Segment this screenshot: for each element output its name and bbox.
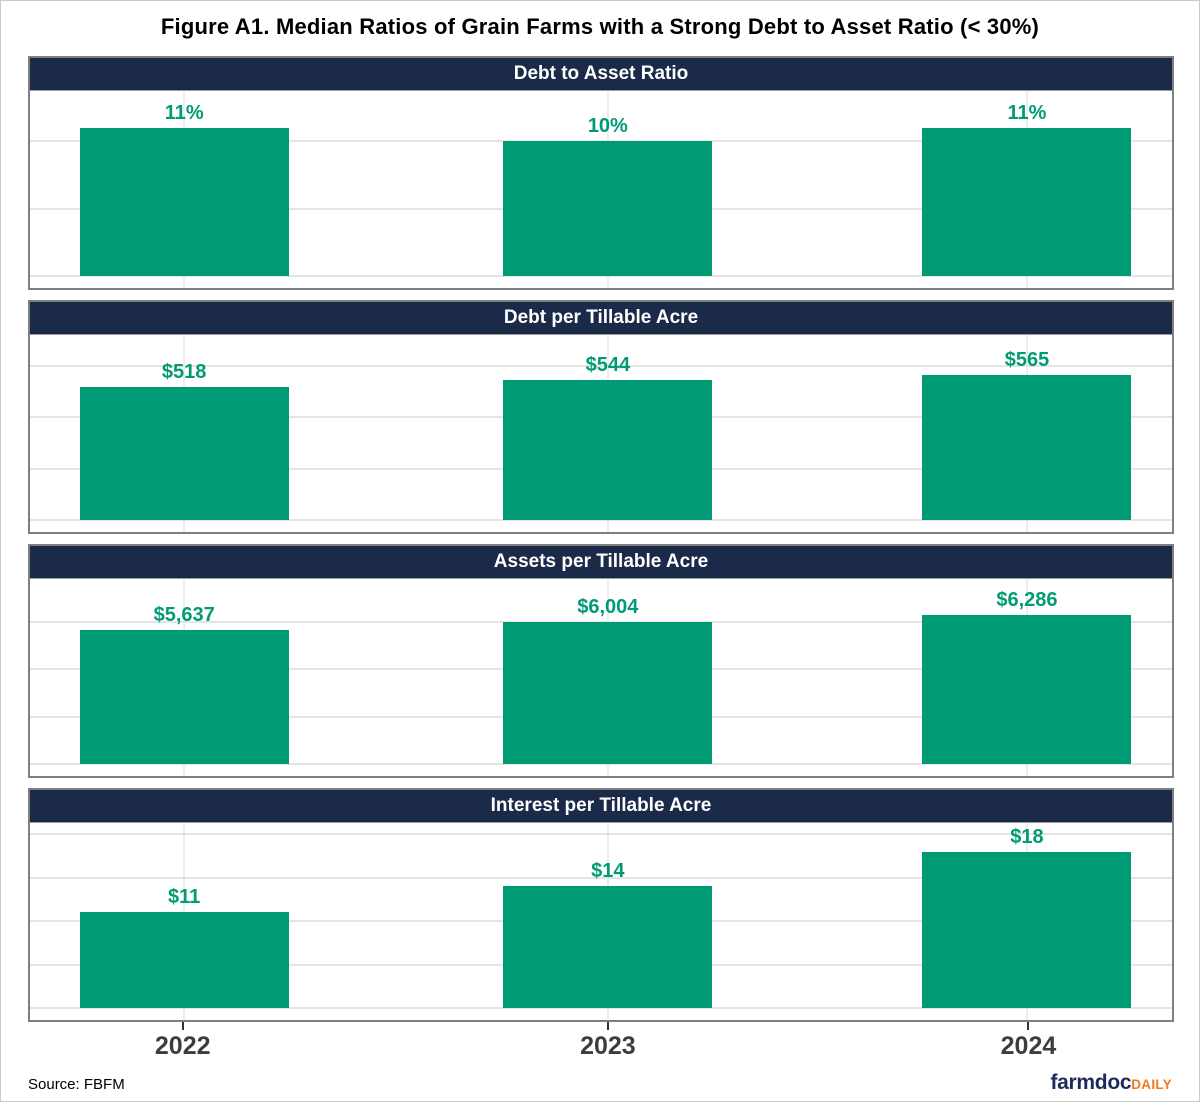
- plot-area-interest-per-tillable-acre: $11 $14 $18: [30, 823, 1172, 1020]
- bar-debt-to-asset-ratio-2024: [922, 128, 1132, 276]
- x-axis-label-2024: 2024: [1000, 1032, 1057, 1060]
- bar-value-label: 10%: [587, 115, 628, 138]
- bar-value-label: $18: [1010, 825, 1044, 848]
- panel-title-debt-per-tillable-acre: Debt per Tillable Acre: [30, 302, 1172, 335]
- bar-interest-per-tillable-acre-2022: [79, 912, 289, 1008]
- x-axis-tick: [606, 1022, 609, 1030]
- panel-assets-per-tillable-acre: Assets per Tillable Acre $5,637 $6,004 $6,2…: [28, 544, 1174, 778]
- farmdoc-daily-logo: farmdoc DAILY: [1050, 1071, 1172, 1095]
- plot-area-debt-per-tillable-acre: $518 $544 $565: [30, 335, 1172, 532]
- x-axis-tick: [181, 1022, 184, 1030]
- zero-gridline: [30, 763, 1172, 765]
- panel-title-interest-per-tillable-acre: Interest per Tillable Acre: [30, 790, 1172, 823]
- source-note: Source: FBFM: [28, 1076, 125, 1093]
- panel-debt-per-tillable-acre: Debt per Tillable Acre $518 $544 $565: [28, 300, 1174, 534]
- x-axis-tick: [1027, 1022, 1030, 1030]
- bar-value-label: $544: [585, 354, 631, 377]
- bar-debt-per-tillable-acre-2022: [79, 386, 289, 520]
- panel-title-assets-per-tillable-acre: Assets per Tillable Acre: [30, 546, 1172, 579]
- x-axis-label-2022: 2022: [154, 1032, 211, 1060]
- plot-area-assets-per-tillable-acre: $5,637 $6,004 $6,286: [30, 579, 1172, 776]
- h-gridline: [30, 833, 1172, 836]
- bar-debt-to-asset-ratio-2023: [503, 141, 713, 276]
- h-gridline: [30, 364, 1172, 367]
- zero-gridline: [30, 519, 1172, 521]
- bar-value-label: $518: [161, 360, 207, 383]
- x-axis-label-2023: 2023: [580, 1032, 636, 1060]
- logo-daily-text: DAILY: [1131, 1077, 1172, 1092]
- zero-gridline: [30, 1007, 1172, 1009]
- panel-title-debt-to-asset-ratio: Debt to Asset Ratio: [30, 58, 1172, 91]
- bar-value-label: $6,286: [996, 588, 1058, 611]
- plot-area-debt-to-asset-ratio: 11% 10% 11%: [30, 91, 1172, 288]
- bar-debt-per-tillable-acre-2024: [922, 374, 1132, 520]
- figure-title: Figure A1. Median Ratios of Grain Farms …: [160, 14, 1040, 39]
- bar-debt-per-tillable-acre-2023: [503, 380, 713, 520]
- bar-assets-per-tillable-acre-2024: [922, 614, 1132, 764]
- bar-assets-per-tillable-acre-2022: [79, 630, 289, 764]
- bar-value-label: $14: [591, 860, 625, 883]
- bar-value-label: 11%: [164, 102, 204, 124]
- bar-value-label: $565: [1004, 348, 1050, 371]
- bar-interest-per-tillable-acre-2023: [503, 886, 713, 1008]
- bar-debt-to-asset-ratio-2022: [79, 128, 289, 276]
- bar-assets-per-tillable-acre-2023: [503, 621, 713, 764]
- bar-interest-per-tillable-acre-2024: [922, 851, 1132, 1008]
- bar-value-label: $11: [168, 886, 201, 909]
- panel-debt-to-asset-ratio: Debt to Asset Ratio 11% 10% 11%: [28, 56, 1174, 290]
- figure-footer: Source: FBFM farmdoc DAILY: [28, 1071, 1172, 1095]
- h-gridline: [30, 876, 1172, 879]
- bar-value-label: 11%: [1007, 102, 1047, 124]
- bar-value-label: $6,004: [577, 595, 639, 618]
- zero-gridline: [30, 275, 1172, 277]
- chart-panels-container: Debt to Asset Ratio 11% 10% 11% Debt per Til…: [28, 56, 1174, 1032]
- bar-value-label: $5,637: [153, 604, 215, 627]
- panel-interest-per-tillable-acre: Interest per Tillable Acre $11 $14 $18: [28, 788, 1174, 1022]
- logo-farmdoc-text: farmdoc: [1050, 1071, 1132, 1094]
